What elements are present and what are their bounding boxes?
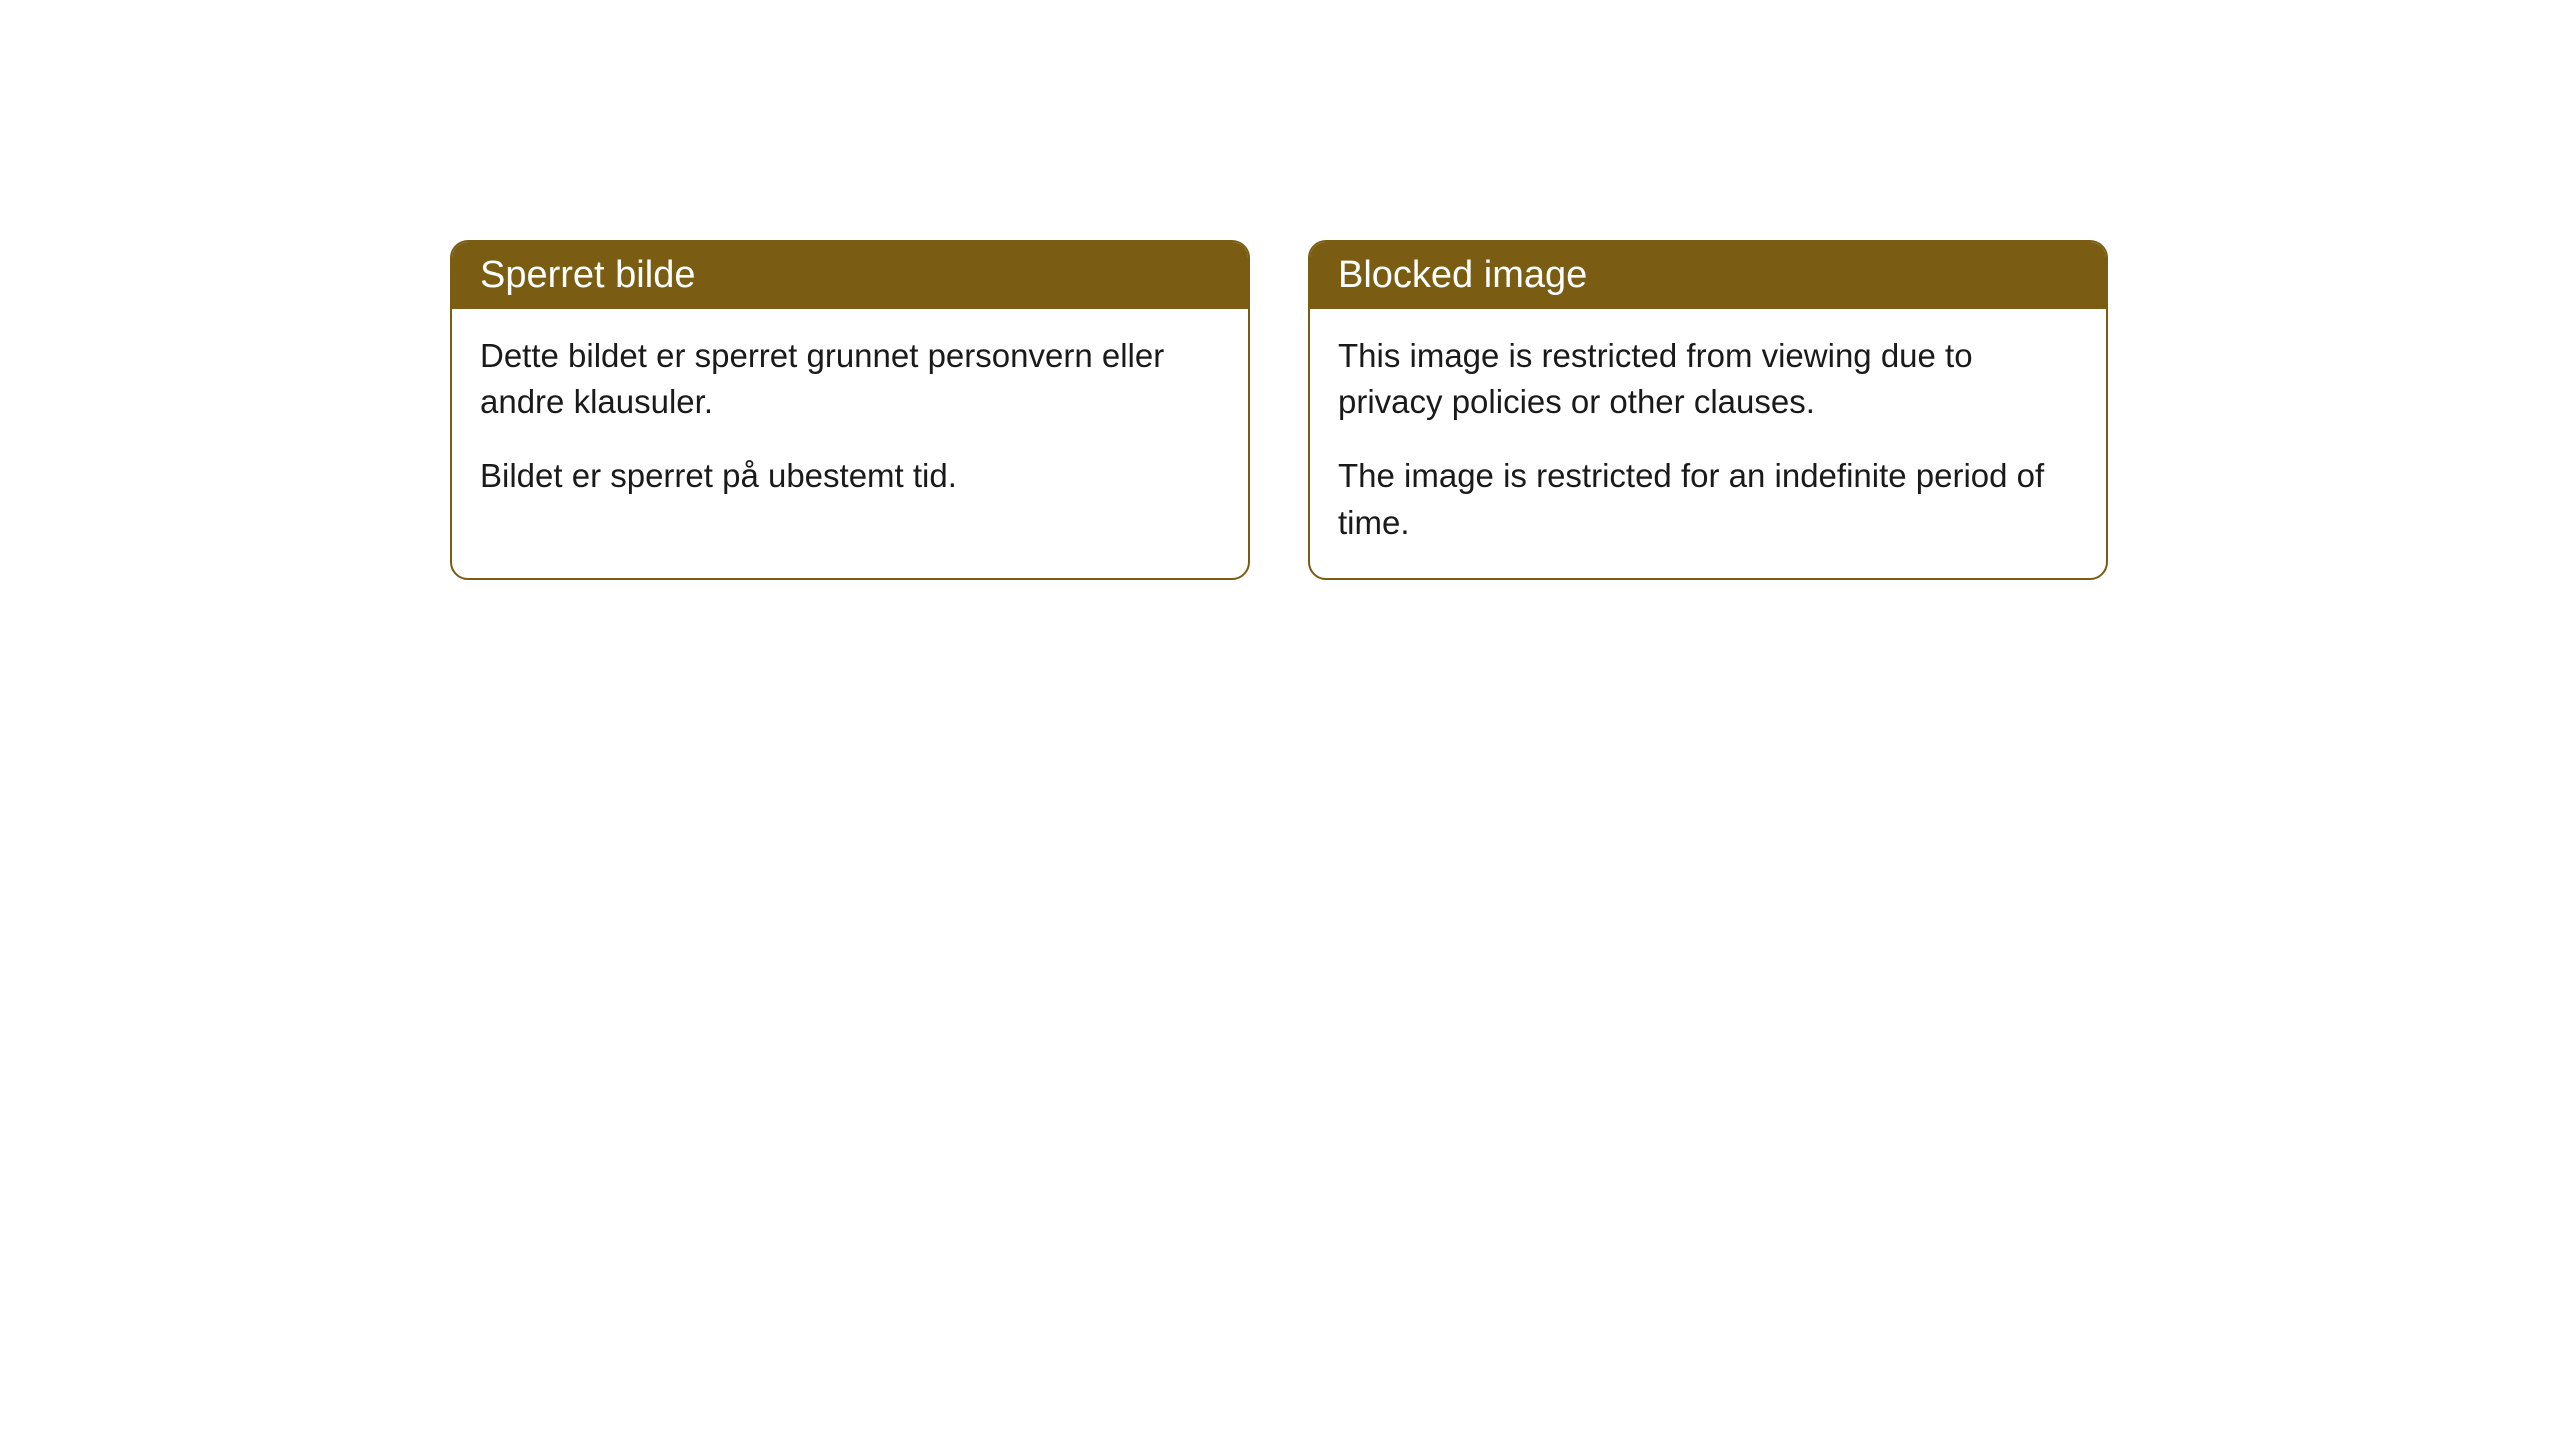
card-norwegian: Sperret bilde Dette bildet er sperret gr… [450,240,1250,580]
card-paragraph-1-english: This image is restricted from viewing du… [1338,333,2078,425]
card-header-english: Blocked image [1310,242,2106,309]
card-body-english: This image is restricted from viewing du… [1310,309,2106,578]
card-paragraph-2-norwegian: Bildet er sperret på ubestemt tid. [480,453,1220,499]
cards-container: Sperret bilde Dette bildet er sperret gr… [450,240,2560,580]
card-body-norwegian: Dette bildet er sperret grunnet personve… [452,309,1248,532]
card-paragraph-1-norwegian: Dette bildet er sperret grunnet personve… [480,333,1220,425]
card-header-norwegian: Sperret bilde [452,242,1248,309]
card-paragraph-2-english: The image is restricted for an indefinit… [1338,453,2078,545]
card-english: Blocked image This image is restricted f… [1308,240,2108,580]
